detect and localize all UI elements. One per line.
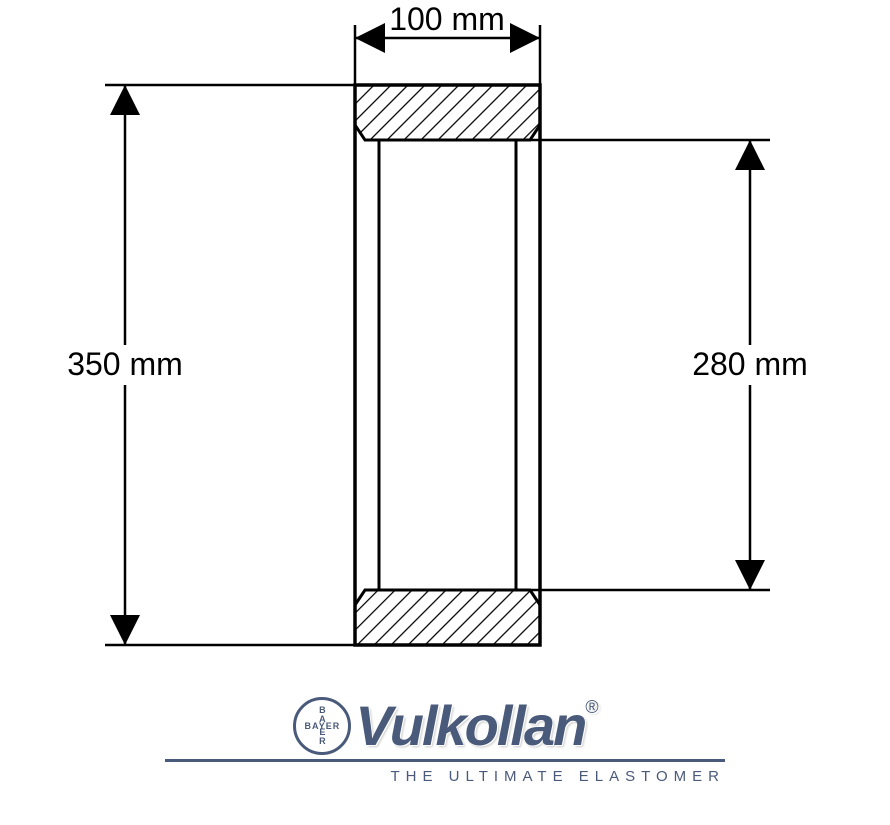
brand-underline	[165, 759, 725, 762]
brand-logo: B A BAYER E R Vulkollan® THE ULTIMATE EL…	[165, 697, 725, 785]
width-dimension: 100 mm	[355, 1, 540, 85]
brand-tagline: THE ULTIMATE ELASTOMER	[165, 768, 725, 785]
top-tread-hatch	[355, 85, 540, 140]
outer-height-label: 350 mm	[67, 346, 183, 382]
inner-height-dimension: 280 mm	[516, 140, 815, 590]
width-label: 100 mm	[389, 1, 505, 37]
brand-name: Vulkollan®	[355, 698, 596, 754]
wheel-cross-section	[355, 85, 540, 645]
outer-height-dimension: 350 mm	[60, 85, 355, 645]
bottom-tread-hatch	[355, 590, 540, 645]
inner-bore	[379, 140, 516, 590]
registered-mark: ®	[585, 697, 596, 717]
bayer-badge: B A BAYER E R	[293, 697, 351, 755]
inner-height-label: 280 mm	[692, 346, 808, 382]
